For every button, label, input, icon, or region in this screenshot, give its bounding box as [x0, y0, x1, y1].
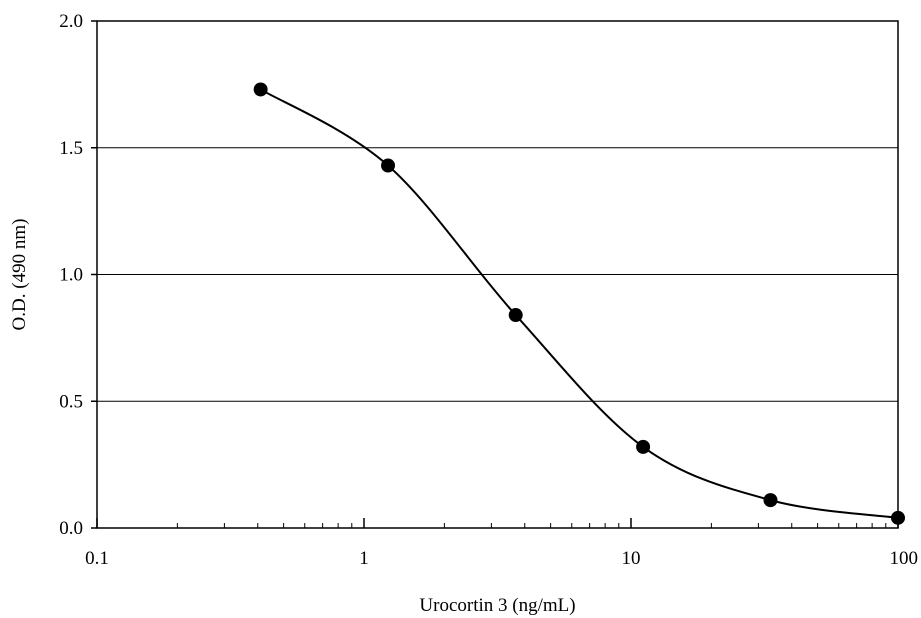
x-tick-label: 1: [359, 548, 369, 569]
data-point: [381, 158, 396, 173]
data-point: [636, 439, 651, 454]
x-axis-title: Urocortin 3 (ng/mL): [419, 595, 575, 616]
y-tick-labels: 0.0 0.5 1.0 1.5 2.0: [59, 11, 83, 539]
x-tick-label: 100: [890, 548, 919, 569]
x-minor-ticks: [96, 518, 899, 528]
data-points: [253, 82, 905, 525]
data-point: [253, 82, 268, 97]
y-tick-label: 0.0: [59, 518, 83, 539]
data-point: [891, 510, 905, 525]
y-axis-title: O.D. (490 nm): [9, 219, 30, 331]
x-tick-label: 0.1: [85, 548, 109, 569]
fitted-curve: [260, 88, 899, 519]
y-tick-label: 1.5: [59, 138, 83, 159]
gridlines: [91, 20, 898, 529]
data-point: [508, 308, 523, 323]
y-tick-label: 0.5: [59, 391, 83, 412]
y-tick-label: 1.0: [59, 265, 83, 286]
data-point: [763, 493, 778, 508]
x-tick-labels: 0.1 1 10 100: [85, 548, 918, 569]
x-tick-label: 10: [622, 548, 641, 569]
plot-area-frame: [96, 20, 899, 529]
y-tick-label: 2.0: [59, 11, 83, 32]
